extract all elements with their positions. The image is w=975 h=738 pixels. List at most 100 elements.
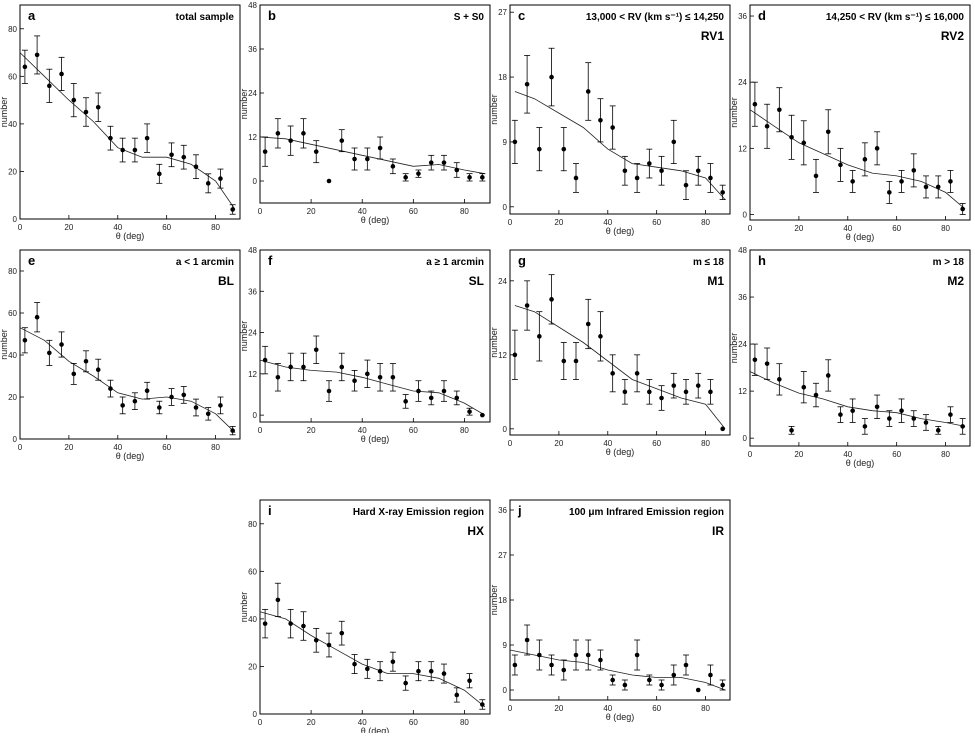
data-point (47, 83, 52, 89)
panel-title: 100 μm Infrared Emission region (569, 507, 724, 518)
data-point (708, 389, 713, 395)
data-point (561, 146, 567, 152)
data-point (95, 104, 101, 110)
x-tick-label: 40 (603, 704, 612, 713)
data-point (326, 388, 332, 394)
data-point (708, 175, 713, 181)
data-point (108, 386, 113, 391)
panel-letter: c (518, 8, 525, 23)
data-point (923, 184, 929, 190)
data-point (59, 71, 64, 77)
data-point (416, 388, 421, 394)
panel-letter: j (517, 503, 522, 518)
data-point (573, 358, 579, 364)
data-point (764, 123, 770, 129)
data-point (169, 394, 174, 400)
data-point (634, 371, 640, 376)
data-point (22, 338, 28, 343)
data-point (205, 411, 211, 417)
x-tick-label: 0 (258, 718, 263, 727)
data-point (683, 662, 689, 668)
y-tick-label: 0 (503, 425, 508, 434)
data-point (874, 146, 880, 151)
data-point (339, 364, 345, 370)
x-tick-label: 20 (554, 218, 563, 227)
fit-curve (749, 109, 966, 210)
y-tick-label: 40 (248, 615, 257, 624)
x-axis-label: θ (deg) (361, 726, 390, 733)
x-axis-label: θ (deg) (606, 226, 635, 236)
y-tick-label: 48 (248, 246, 257, 255)
x-tick-label: 60 (652, 218, 661, 227)
data-point (339, 630, 345, 636)
data-point (948, 412, 953, 417)
y-tick-label: 48 (738, 246, 747, 255)
data-point (862, 424, 868, 429)
data-point (428, 395, 434, 401)
x-tick-label: 60 (162, 443, 171, 452)
data-point (34, 314, 40, 320)
data-point (47, 350, 52, 356)
data-point (825, 373, 831, 378)
data-point (480, 412, 485, 418)
data-point (230, 428, 235, 433)
y-tick-label: 80 (8, 267, 17, 276)
y-tick-label: 20 (8, 393, 17, 402)
data-point (622, 389, 628, 395)
data-point (899, 179, 904, 184)
x-tick-label: 80 (941, 224, 950, 233)
data-point (610, 371, 615, 376)
data-point (71, 371, 77, 377)
data-point (262, 357, 268, 363)
data-point (838, 162, 843, 168)
data-point (789, 428, 794, 433)
x-tick-label: 0 (748, 450, 753, 459)
y-tick-label: 27 (498, 551, 507, 560)
x-tick-label: 20 (554, 704, 563, 713)
x-tick-label: 60 (652, 439, 661, 448)
panel-c: 0 20 40 60 80 0 9 18 27 θ (deg) number c 13,000 < RV… (489, 4, 731, 236)
data-point (326, 642, 332, 648)
panel-letter: a (28, 8, 36, 23)
data-point (205, 181, 211, 186)
data-point (549, 662, 554, 668)
x-tick-label: 60 (409, 207, 418, 216)
data-point (262, 621, 268, 626)
data-point (365, 371, 370, 377)
data-point (34, 52, 40, 58)
x-axis-label: θ (deg) (361, 215, 390, 225)
data-point (428, 668, 434, 674)
y-tick-label: 48 (248, 1, 257, 10)
data-point (671, 139, 677, 145)
data-point (275, 131, 281, 136)
data-point (777, 107, 782, 113)
data-point (390, 374, 396, 380)
y-tick-label: 12 (248, 133, 257, 142)
fit-curve (19, 327, 236, 433)
data-point (573, 175, 579, 181)
data-point (288, 364, 293, 370)
data-point (911, 168, 917, 173)
data-point (467, 175, 472, 180)
y-tick-label: 0 (743, 434, 748, 443)
data-point (524, 81, 530, 87)
data-point (480, 702, 485, 707)
data-point (377, 145, 383, 151)
data-point (923, 420, 929, 425)
x-axis-label: θ (deg) (846, 458, 875, 468)
panel-title: m ≤ 18 (693, 257, 724, 268)
panel-b: 0 20 40 60 80 0 12 24 36 48 θ (deg) number b S + S0 (239, 1, 491, 225)
x-tick-label: 40 (603, 218, 612, 227)
panel-letter: g (518, 253, 526, 268)
data-point (301, 364, 306, 370)
data-point (326, 178, 332, 184)
data-point (549, 297, 554, 302)
y-axis-label: number (239, 89, 249, 120)
panel-d: 0 20 40 60 80 0 12 24 36 θ (deg) number d 14,250 < R… (729, 4, 971, 242)
y-tick-label: 0 (253, 411, 258, 420)
data-point (598, 657, 603, 663)
data-point (524, 637, 530, 643)
y-tick-label: 36 (498, 506, 507, 515)
data-point (132, 398, 138, 404)
x-tick-label: 0 (508, 218, 513, 227)
